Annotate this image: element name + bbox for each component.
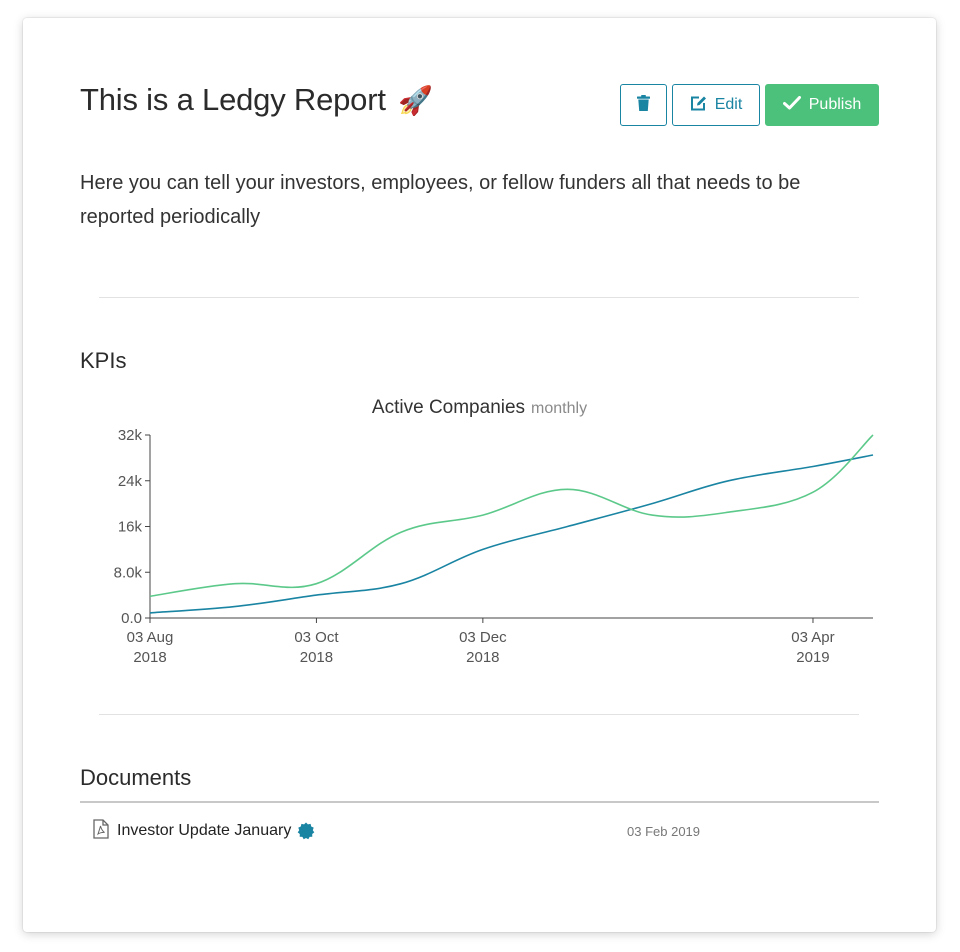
x-tick-label: 03 Dec 2018 [459, 629, 507, 666]
document-name-link[interactable]: Investor Update January [117, 822, 292, 839]
edit-button-label: Edit [714, 96, 743, 113]
series-line-1 [149, 454, 874, 614]
report-actions: Edit Publish [620, 84, 879, 126]
document-row[interactable]: Investor Update January 03 Feb 2019 [93, 818, 883, 844]
section-divider [99, 714, 859, 715]
publish-button[interactable]: Publish [765, 84, 879, 126]
document-date: 03 Feb 2019 [627, 823, 701, 839]
delete-button[interactable] [620, 84, 667, 126]
rocket-icon: 🚀 [398, 85, 433, 116]
section-divider [99, 297, 859, 298]
y-tick-label: 0.0 [121, 610, 142, 627]
chart-subtitle: monthly [531, 400, 588, 417]
documents-rule [80, 801, 879, 803]
report-description: Here you can tell your investors, employ… [80, 172, 801, 228]
pdf-file-icon [93, 818, 109, 844]
x-tick-label: 03 Oct 2018 [294, 629, 339, 666]
chart-series [149, 434, 874, 614]
check-icon [782, 95, 801, 115]
chart-axes: 0.0 8.0k 16k 24k 32k 03 Aug 2018 03 Oct 2018 03 D… [114, 427, 873, 666]
kpis-heading: KPIs [80, 348, 127, 373]
verified-badge-icon [297, 822, 315, 840]
y-tick-label: 24k [118, 473, 143, 490]
edit-button[interactable]: Edit [672, 84, 760, 126]
report-title-text: This is a Ledgy Report [80, 82, 386, 117]
x-tick-label: 03 Aug 2018 [127, 629, 174, 666]
y-tick-label: 16k [118, 519, 143, 536]
series-line-2 [149, 434, 874, 598]
chart-title-text: Active Companies [371, 397, 526, 418]
y-tick-label: 32k [118, 427, 143, 444]
report-card: This is a Ledgy Report 🚀 Edit [23, 18, 936, 932]
trash-icon [637, 94, 650, 116]
y-tick-label: 8.0k [114, 564, 143, 581]
documents-heading: Documents [80, 765, 192, 790]
active-companies-chart: 0.0 8.0k 16k 24k 32k 03 Aug 2018 03 Oct 2018 03 D… [114, 427, 874, 666]
report-title: This is a Ledgy Report 🚀 [80, 82, 433, 118]
publish-button-label: Publish [808, 96, 862, 113]
x-tick-label: 03 Apr 2019 [791, 629, 834, 666]
chart-title: Active Companies monthly [23, 397, 936, 419]
edit-icon [690, 95, 707, 116]
